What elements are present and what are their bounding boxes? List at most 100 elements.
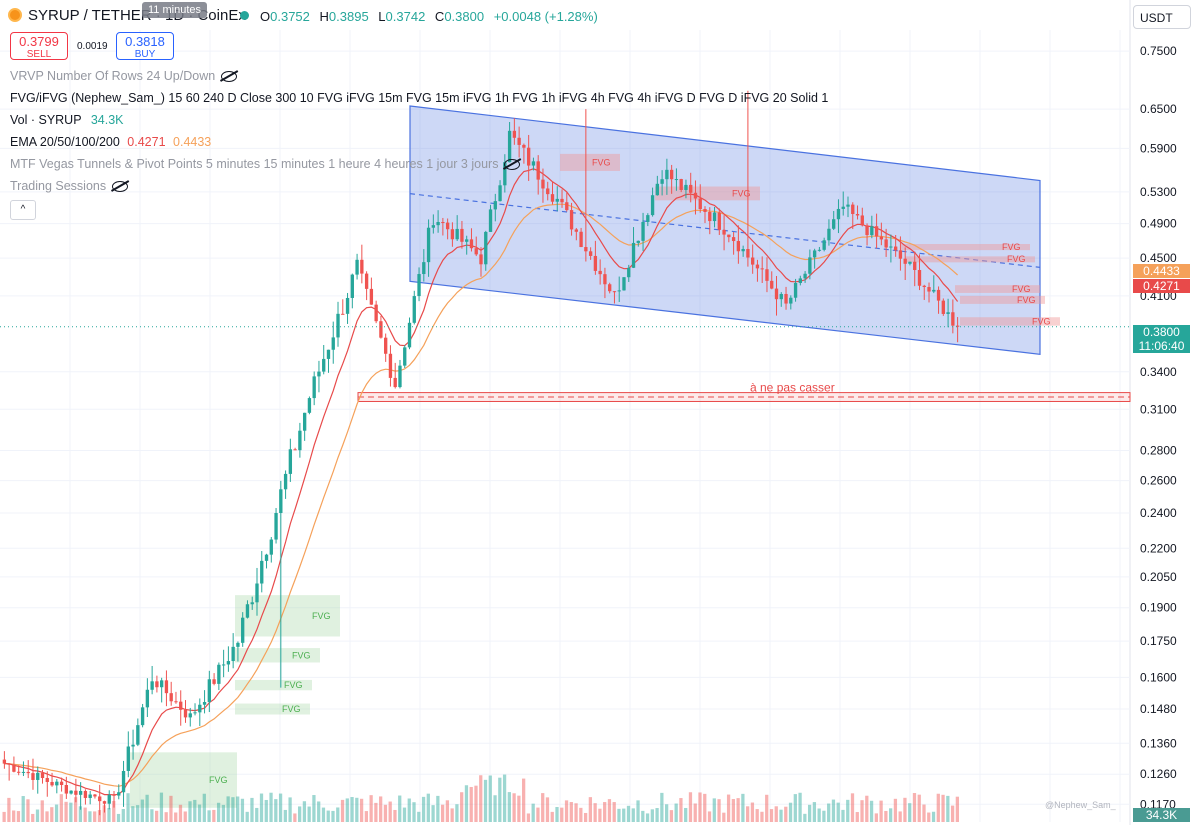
candle-body	[360, 259, 364, 274]
hidden-eye-icon[interactable]	[504, 159, 521, 171]
y-tick-label: 0.1360	[1140, 736, 1177, 750]
indicator-vrvp[interactable]: VRVP Number Of Rows 24 Up/Down	[10, 69, 238, 83]
ohlc-change: +0.0048 (+1.28%)	[493, 9, 598, 24]
volume-bar	[560, 807, 564, 822]
volume-bar	[807, 804, 812, 822]
indicator-sessions[interactable]: Trading Sessions	[10, 179, 129, 193]
candle-body	[917, 269, 922, 286]
ohlc-high: 0.3895	[328, 9, 369, 24]
candle-body	[860, 215, 864, 226]
volume-bar	[383, 804, 388, 822]
candle-body	[493, 201, 497, 210]
volume-bar	[455, 804, 459, 822]
volume-bar	[402, 807, 407, 822]
volume-bar	[150, 809, 154, 822]
candle-body	[202, 702, 207, 705]
collapse-legend-button[interactable]: ^	[10, 200, 36, 220]
candle-body	[717, 212, 721, 230]
y-tick-label: 0.2400	[1140, 506, 1177, 520]
candle-body	[569, 210, 574, 230]
volume-bar	[21, 796, 25, 822]
volume-bar	[526, 813, 531, 822]
candle-body	[879, 236, 884, 240]
ohlc-low: 0.3742	[385, 9, 426, 24]
candle-body	[374, 304, 378, 322]
indicator-mtf[interactable]: MTF Vegas Tunnels & Pivot Points 5 minut…	[10, 157, 521, 171]
volume-bar	[703, 793, 707, 822]
candle-body	[941, 300, 945, 314]
candle-body	[817, 249, 822, 251]
volume-bar	[884, 810, 888, 822]
volume-bar	[83, 807, 87, 822]
volume-bar	[321, 807, 326, 822]
candle-body	[655, 183, 660, 196]
candle-body	[579, 231, 583, 248]
candle-body	[302, 412, 307, 431]
candle-body	[117, 792, 121, 796]
candle-body	[245, 604, 250, 618]
y-tick-label: 0.2200	[1140, 541, 1177, 555]
ohlc-open-label: O	[260, 9, 271, 24]
y-tick-label: 0.3100	[1140, 402, 1177, 416]
volume-bar	[588, 797, 593, 822]
indicator-ema-label: EMA 20/50/100/200	[10, 135, 120, 149]
candle-body	[460, 228, 464, 242]
candle-body	[364, 273, 369, 289]
volume-bar	[869, 800, 874, 822]
volume-bar	[278, 793, 283, 822]
indicator-mtf-label: MTF Vegas Tunnels & Pivot Points 5 minut…	[10, 157, 499, 171]
symbol-title[interactable]: SYRUP / TETHER · 1D · CoinEx	[28, 7, 246, 24]
candle-body	[355, 259, 359, 275]
volume-bar	[26, 799, 30, 822]
volume-bar	[50, 807, 54, 822]
volume-bar	[317, 801, 321, 822]
volume-bar	[121, 808, 125, 822]
ema-slow-value: 0.4433	[173, 135, 212, 149]
candle-body	[846, 204, 850, 207]
candle-body	[441, 222, 445, 224]
indicator-fvg[interactable]: FVG/iFVG (Nephew_Sam_) 15 60 240 D Close…	[10, 91, 828, 105]
volume-bar	[755, 809, 759, 822]
indicator-volume[interactable]: Vol · SYRUP 34.3K	[10, 113, 123, 127]
candle-body	[140, 707, 145, 726]
candle-body	[598, 270, 602, 275]
candle-body	[159, 680, 164, 688]
hidden-eye-icon[interactable]	[221, 71, 238, 83]
volume-bar	[259, 793, 264, 822]
volume-bar	[155, 810, 159, 822]
candle-body	[522, 144, 526, 148]
volume-bar	[140, 799, 144, 822]
sell-button[interactable]: 0.3799 SELL	[10, 32, 68, 60]
y-tick-label: 0.5900	[1140, 141, 1177, 155]
currency-select[interactable]: USDT	[1133, 5, 1191, 29]
volume-bar	[898, 811, 902, 822]
ema-slow-line	[4, 203, 958, 787]
candle-body	[898, 250, 903, 259]
volume-bar	[550, 811, 554, 822]
candle-body	[17, 771, 21, 773]
candle-body	[31, 773, 35, 780]
volume-bar	[827, 803, 831, 822]
volume-bar	[522, 778, 526, 822]
volume-bar	[574, 803, 578, 822]
volume-bar	[831, 799, 836, 822]
buy-button[interactable]: 0.3818 BUY	[116, 32, 174, 60]
ema-fast-badge: 0.4271	[1133, 279, 1190, 293]
volume-bar	[631, 808, 635, 822]
candle-body	[565, 202, 569, 211]
candle-body	[93, 794, 97, 797]
volume-bar	[512, 793, 516, 822]
volume-bar	[298, 806, 302, 822]
indicator-ema[interactable]: EMA 20/50/100/200 0.4271 0.4433	[10, 135, 211, 149]
candle-body	[484, 231, 488, 265]
candle-body	[479, 254, 483, 265]
candle-body	[431, 225, 436, 228]
candle-body	[269, 539, 273, 555]
candle-body	[317, 371, 321, 377]
candle-body	[403, 347, 407, 366]
hidden-eye-icon[interactable]	[112, 181, 129, 193]
volume-bar	[946, 795, 950, 822]
fvg-label: FVG	[1032, 316, 1051, 326]
candle-body	[150, 681, 154, 690]
